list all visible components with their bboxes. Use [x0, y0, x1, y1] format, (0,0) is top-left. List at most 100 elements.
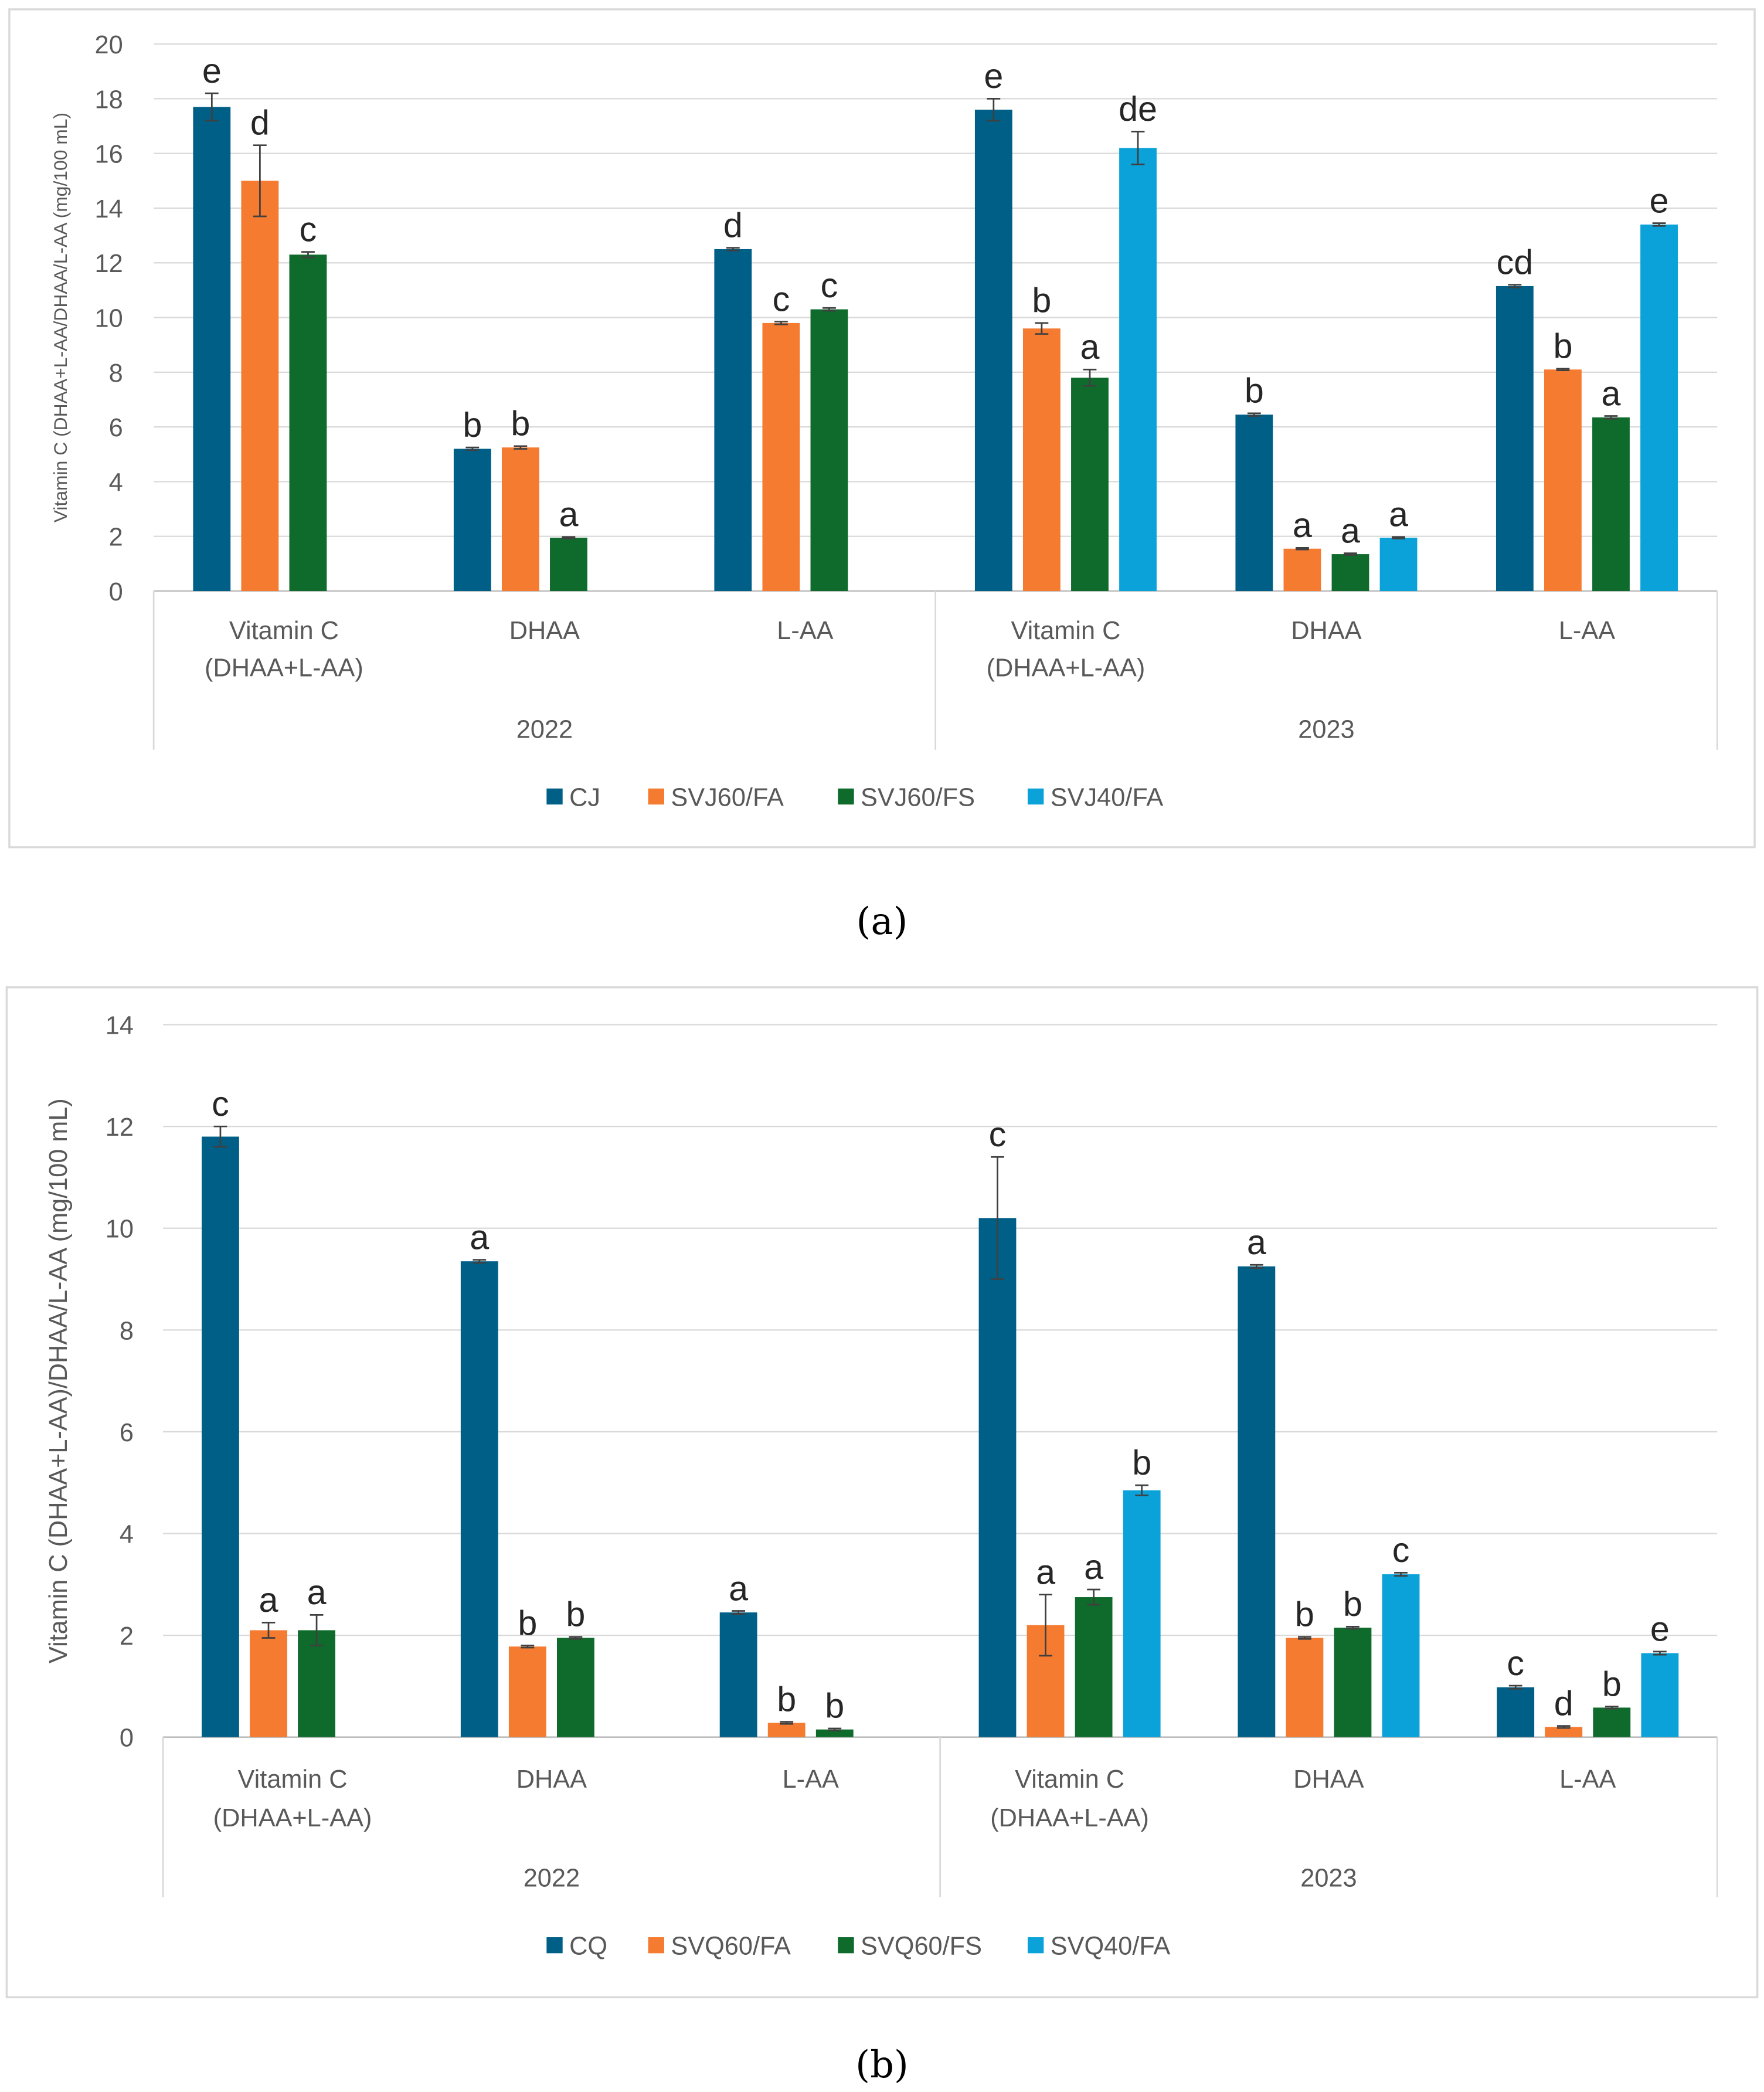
error-bar [780, 1721, 794, 1725]
bar-svq60-fs [1593, 1707, 1631, 1737]
bar-cq [202, 1136, 239, 1737]
bar-svj60-fa [1022, 328, 1061, 592]
error-bar [822, 307, 836, 312]
y-tick-label: 14 [95, 195, 123, 223]
significance-letter: b [518, 1603, 537, 1642]
error-bar [253, 144, 267, 218]
y-axis-title: Vitamin C (DHAA+L-AA/DHAA/L-AA (mg/100 m… [50, 113, 71, 522]
bar-svq60-fa [767, 1723, 805, 1737]
error-bar [1135, 1484, 1149, 1496]
significance-letter: a [1341, 511, 1360, 551]
significance-letter: e [1650, 1609, 1670, 1649]
bar-svq60-fs [298, 1630, 335, 1737]
significance-letter: a [259, 1580, 278, 1619]
x-category-label: L-AA [783, 1765, 839, 1794]
x-category-label: (DHAA+L-AA) [213, 1804, 372, 1832]
chart-frame [5, 986, 1759, 1999]
legend-swatch [838, 788, 854, 805]
significance-letter: c [212, 1084, 229, 1123]
bar-svj60-fa [762, 322, 800, 592]
error-bar [991, 1156, 1004, 1280]
x-category-label: DHAA [1291, 617, 1361, 645]
bar-svq60-fs [815, 1729, 854, 1737]
significance-letter: a [1036, 1553, 1055, 1592]
y-tick-label: 4 [109, 468, 123, 497]
y-tick-label: 20 [95, 31, 123, 59]
bar-cj [453, 449, 491, 592]
error-bar [732, 1610, 746, 1615]
legend-label: CJ [569, 783, 600, 811]
bar-svq60-fa [250, 1630, 287, 1737]
chart-b: 0 2 4 6 8 10 12 14 Vitamin C (DHAA+L-AA)/DHAA/L-… [5, 986, 1759, 1999]
error-bar [465, 446, 480, 451]
error-bar [987, 98, 1001, 122]
error-bar [1083, 368, 1097, 387]
legend-swatch [648, 1937, 664, 1954]
significance-letter: b [1602, 1664, 1622, 1703]
bar-svq40-fa [1123, 1490, 1161, 1737]
legend-swatch [546, 788, 563, 805]
error-bar [774, 321, 788, 325]
significance-letter: a [1389, 495, 1408, 534]
error-bar [1346, 1626, 1359, 1630]
year-label: 2022 [524, 1865, 580, 1893]
x-category-label: DHAA [509, 617, 580, 645]
significance-letter: b [566, 1595, 585, 1634]
y-tick-label: 12 [95, 250, 123, 278]
x-category-label: L-AA [1559, 617, 1615, 645]
error-bar [1344, 552, 1357, 556]
y-tick-label: 18 [95, 86, 123, 114]
bar-cq [460, 1261, 498, 1737]
error-bar [301, 251, 315, 259]
year-label: 2023 [1298, 715, 1354, 743]
x-category-label: Vitamin C [229, 617, 339, 645]
bar-svq40-fa [1382, 1574, 1420, 1737]
legend-label: SVQ60/FS [861, 1933, 982, 1961]
error-bar [1652, 222, 1666, 227]
bar-svj40-fa [1379, 538, 1418, 592]
bar-svj60-fs [1331, 554, 1369, 592]
error-bar [1035, 322, 1049, 335]
bar-svq60-fa [508, 1646, 546, 1737]
bar-svj60-fs [810, 309, 848, 592]
significance-letter: a [1080, 327, 1099, 366]
significance-letter: c [1392, 1530, 1410, 1570]
bar-svq60-fs [1334, 1628, 1372, 1737]
bar-cj [1235, 415, 1273, 592]
bar-cq [1238, 1266, 1276, 1737]
bar-svj40-fa [1640, 224, 1678, 592]
error-bar [1039, 1594, 1052, 1657]
bar-svj60-fa [1544, 369, 1582, 592]
legend-label: SVJ60/FA [671, 783, 784, 811]
error-bar [1249, 1264, 1263, 1269]
x-category-label: (DHAA+L-AA) [990, 1804, 1149, 1832]
error-bar [1247, 412, 1261, 417]
error-bar [1605, 1706, 1619, 1710]
y-axis-title: Vitamin C (DHAA+L-AA)/DHAA/L-AA (mg/100 … [45, 1098, 73, 1663]
x-category-label: Vitamin C [1011, 617, 1120, 645]
bar-svq60-fs [1075, 1597, 1113, 1737]
chart-a: 0 2 4 6 8 10 12 14 16 18 20 Vitamin C (DHAA+L-AA/DH… [8, 8, 1756, 848]
legend-swatch [1027, 1937, 1044, 1954]
error-bar [1392, 536, 1405, 539]
significance-letter: b [1032, 281, 1051, 320]
y-tick-label: 4 [120, 1520, 134, 1548]
significance-letter: d [250, 103, 270, 142]
bar-cq [719, 1612, 757, 1737]
year-label: 2023 [1300, 1865, 1357, 1893]
legend-label: SVQ60/FA [671, 1933, 791, 1961]
significance-letter: d [723, 205, 743, 244]
legend-swatch [546, 1937, 563, 1954]
significance-letter: a [1293, 505, 1312, 545]
bar-svj60-fs [550, 538, 587, 592]
legend-label: SVQ40/FA [1051, 1933, 1171, 1961]
significance-letter: b [1343, 1584, 1362, 1624]
significance-letter: a [1247, 1222, 1266, 1262]
bar-svj60-fa [501, 447, 539, 592]
bar-svq60-fa [1545, 1727, 1583, 1737]
significance-letter: d [1554, 1683, 1573, 1723]
significance-letter: e [984, 56, 1003, 96]
x-category-label: (DHAA+L-AA) [205, 654, 363, 682]
y-tick-label: 0 [120, 1724, 134, 1753]
